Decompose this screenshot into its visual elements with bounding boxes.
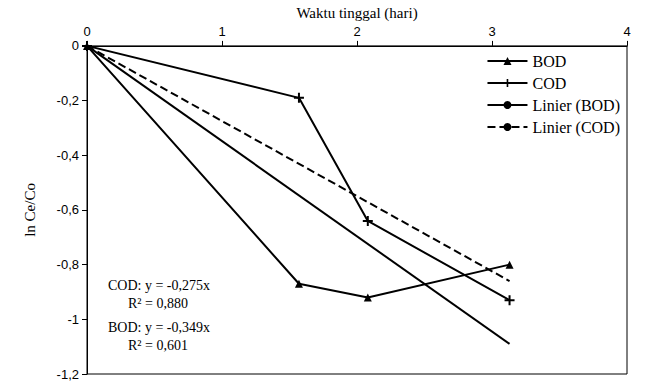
svg-text:BOD: y = -0,349x: BOD: y = -0,349x [108, 320, 210, 335]
svg-text:COD: COD [532, 75, 566, 92]
svg-text:ln Ce/Co: ln Ce/Co [22, 183, 38, 237]
svg-text:2: 2 [353, 24, 360, 39]
svg-text:-1: -1 [67, 312, 79, 327]
svg-text:COD: y = -0,275x: COD: y = -0,275x [108, 278, 210, 293]
svg-text:0: 0 [72, 38, 79, 53]
svg-text:4: 4 [623, 24, 630, 39]
svg-text:R² = 0,880: R² = 0,880 [128, 296, 188, 311]
svg-text:0: 0 [83, 24, 90, 39]
svg-text:Waktu tinggal (hari): Waktu tinggal (hari) [296, 5, 417, 22]
svg-text:-0,8: -0,8 [57, 257, 79, 272]
svg-text:-0,2: -0,2 [57, 93, 79, 108]
svg-text:1: 1 [218, 24, 225, 39]
svg-text:BOD: BOD [532, 53, 566, 70]
svg-text:R² = 0,601: R² = 0,601 [128, 338, 188, 353]
svg-text:3: 3 [488, 24, 495, 39]
svg-text:-0,4: -0,4 [57, 148, 79, 163]
svg-text:Linier (COD): Linier (COD) [532, 119, 620, 137]
svg-text:-1,2: -1,2 [57, 367, 79, 382]
svg-text:Linier (BOD): Linier (BOD) [532, 97, 620, 115]
svg-text:-0,6: -0,6 [57, 202, 79, 217]
